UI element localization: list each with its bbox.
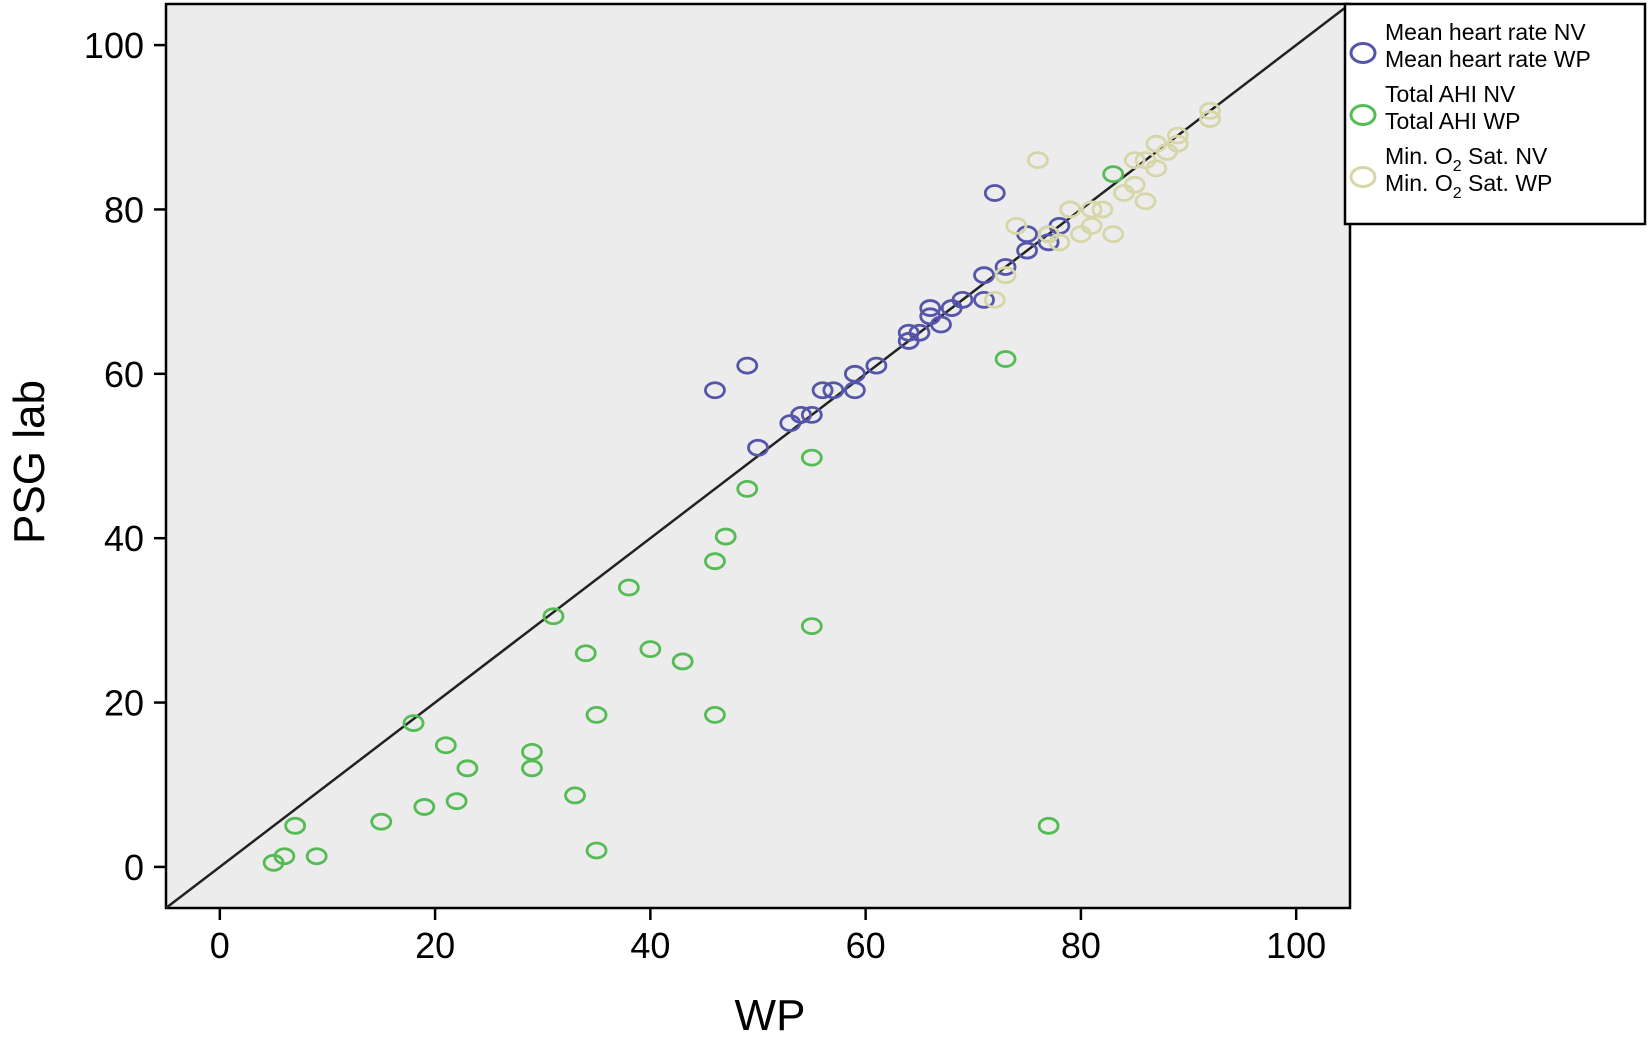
data-point-series-0 [865,356,888,375]
data-point-series-1 [704,552,726,571]
data-point-series-1 [585,705,608,724]
data-point-series-0 [951,290,974,309]
data-point-series-1 [521,759,543,778]
data-points [262,101,1221,872]
legend-entry-text: Total AHI WP [1385,108,1520,134]
data-point-series-2 [1145,159,1168,178]
data-point-series-2 [983,290,1006,309]
x-tick-label: 0 [210,925,230,966]
data-point-series-0 [736,356,759,375]
data-point-series-1 [714,527,737,546]
data-point-series-0 [983,184,1006,202]
data-point-series-2 [1123,175,1146,194]
legend-marker [1349,42,1377,64]
data-point-series-2 [1080,216,1103,235]
data-point-series-2 [1199,101,1221,120]
data-point-series-2 [1026,151,1049,170]
data-point-series-1 [671,652,694,671]
data-point-series-1 [542,607,565,626]
y-tick-label: 100 [84,25,144,66]
data-point-series-0 [790,406,812,424]
data-point-series-0 [1037,233,1060,252]
x-tick-label: 20 [415,925,455,966]
data-point-series-0 [897,323,920,342]
y-tick-label: 40 [104,518,144,559]
data-point-series-1 [456,759,479,778]
data-point-series-0 [908,323,931,342]
data-point-series-0 [930,315,952,334]
data-point-series-1 [402,714,425,732]
legend-box [1343,2,1647,226]
data-point-series-1 [434,736,457,755]
data-point-series-2 [1134,192,1157,211]
data-point-series-2 [1102,225,1125,244]
data-point-series-1 [736,479,759,498]
x-tick-label: 100 [1266,925,1326,966]
x-axis-title: WP [735,991,806,1040]
y-tick-label: 60 [104,354,144,395]
data-point-series-1 [521,742,543,761]
data-point-series-0 [919,299,942,317]
data-point-series-2 [1080,200,1103,219]
data-point-series-0 [822,381,845,400]
data-point-series-1 [1037,816,1060,835]
data-point-series-0 [843,364,866,383]
y-axis-title: PSG lab [5,380,54,544]
y-tick-label: 80 [104,189,144,230]
data-point-series-1 [413,798,436,816]
data-point-series-0 [704,381,726,400]
data-point-series-1 [617,578,640,597]
data-point-series-1 [564,786,586,805]
data-point-series-1 [585,841,608,860]
data-point-series-2 [1091,200,1114,219]
x-tick-label: 80 [1061,925,1101,966]
data-point-series-2 [1048,233,1071,252]
legend-entry-text: Mean heart rate NV [1385,19,1586,45]
data-point-series-0 [1016,241,1038,260]
x-tick-label: 60 [846,925,886,966]
data-point-series-1 [800,448,823,467]
data-point-series-1 [273,847,296,866]
data-point-series-2 [1166,126,1189,145]
data-point-series-1 [445,792,468,811]
data-point-series-1 [305,847,328,866]
data-point-series-0 [843,381,866,400]
data-point-series-0 [747,438,769,457]
axis-ticks: 0 20 40 60 80 100 0 20 40 60 80 100 [84,25,1326,966]
data-point-series-2 [1059,200,1082,219]
data-point-series-1 [994,350,1017,368]
data-point-series-0 [973,290,995,309]
legend-marker [1349,104,1377,126]
x-tick-label: 40 [630,925,670,966]
legend-entry-text: Total AHI NV [1385,81,1516,107]
data-point-series-1 [800,617,823,636]
legend-entry-text: Min. O2 Sat. NV [1385,143,1548,175]
legend-marker [1349,166,1377,188]
data-point-series-1 [704,705,726,724]
data-point-series-2 [1166,134,1189,153]
data-point-series-1 [1102,165,1125,184]
data-point-series-2 [994,266,1017,285]
data-point-series-2 [1005,216,1028,235]
data-point-series-2 [1123,151,1146,170]
data-point-series-0 [811,381,834,400]
data-point-series-0 [800,406,823,424]
y-tick-label: 20 [104,683,144,724]
data-point-series-0 [973,266,995,285]
data-point-series-1 [284,816,307,835]
data-point-series-2 [1199,110,1221,128]
data-point-series-0 [994,258,1017,276]
data-point-series-1 [639,640,662,659]
legend-entry-text: Min. O2 Sat. WP [1385,170,1552,202]
data-point-series-1 [574,644,597,663]
data-point-series-1 [370,812,393,831]
legend-entry-text: Mean heart rate WP [1385,46,1591,72]
y-tick-label: 0 [124,847,144,888]
